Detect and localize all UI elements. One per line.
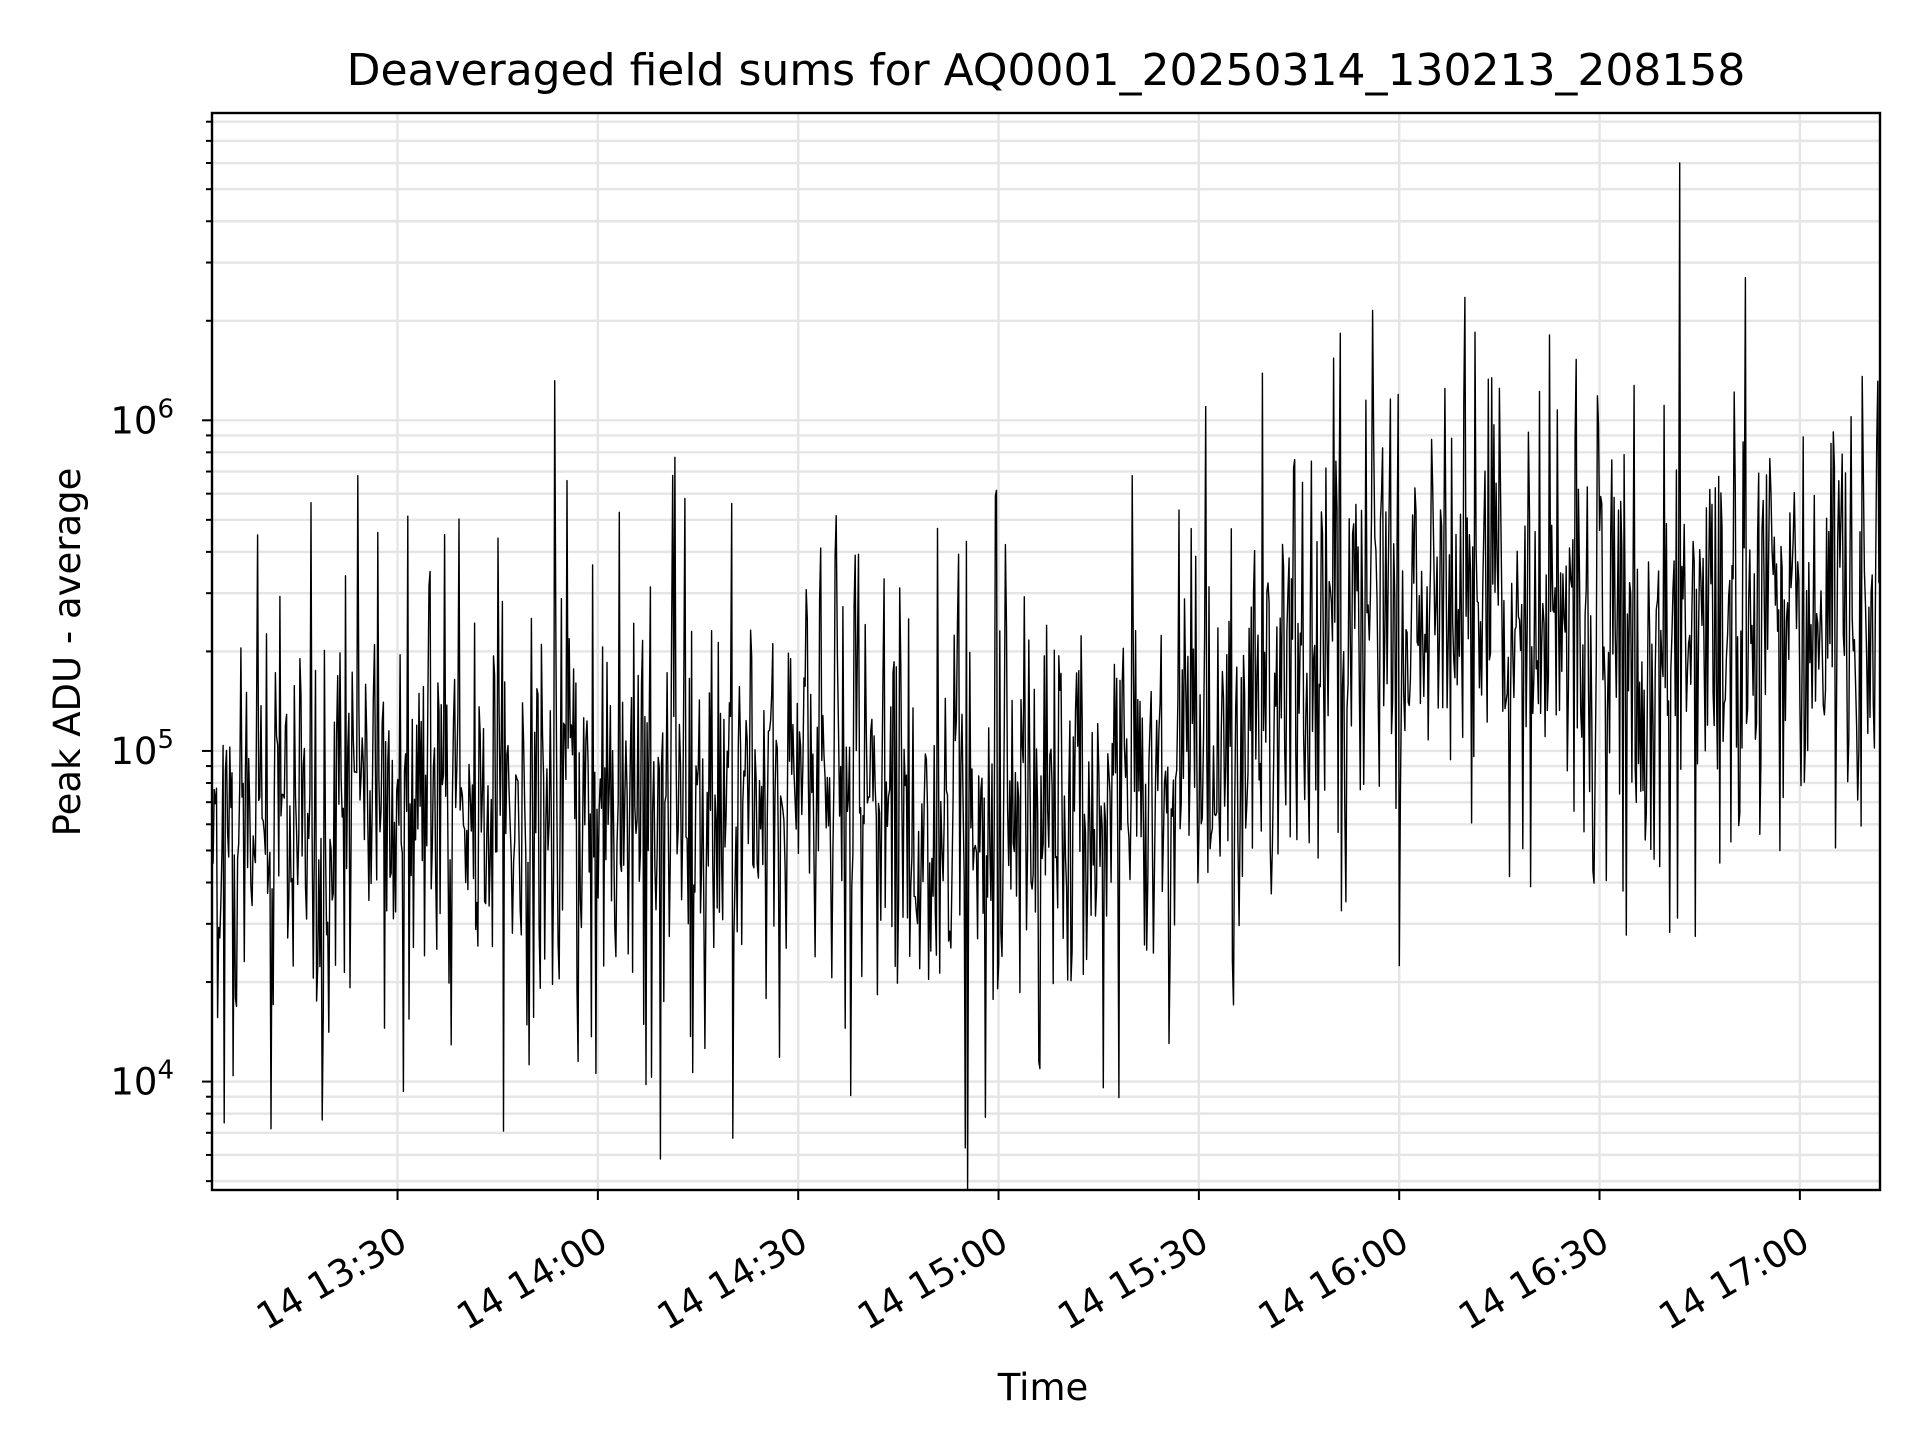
y-tick-base: 10 bbox=[110, 399, 157, 442]
x-tick-label: 14 16:30 bbox=[1451, 1219, 1616, 1339]
x-tick-label: 14 14:00 bbox=[450, 1219, 615, 1339]
x-axis-label: Time bbox=[997, 1366, 1089, 1409]
chart-title: Deaveraged field sums for AQ0001_2025031… bbox=[347, 45, 1746, 96]
x-tick-label: 14 14:30 bbox=[650, 1219, 815, 1339]
y-tick-label: 105 bbox=[110, 725, 174, 773]
x-tick-label: 14 15:30 bbox=[1051, 1219, 1216, 1339]
y-axis-label: Peak ADU - average bbox=[46, 468, 89, 837]
x-tick-label: 14 13:30 bbox=[249, 1219, 414, 1339]
y-tick-base: 10 bbox=[110, 730, 157, 773]
x-tick-label: 14 16:00 bbox=[1251, 1219, 1416, 1339]
x-tick-label: 14 17:00 bbox=[1652, 1219, 1817, 1339]
series-line bbox=[211, 162, 1881, 1191]
y-tick-exponent: 4 bbox=[157, 1056, 174, 1086]
y-tick-base: 10 bbox=[110, 1061, 157, 1104]
x-tick-label: 14 15:00 bbox=[850, 1219, 1015, 1339]
y-tick-exponent: 5 bbox=[157, 725, 174, 755]
series-layer bbox=[211, 162, 1881, 1191]
y-tick-exponent: 6 bbox=[157, 394, 174, 424]
y-tick-label: 106 bbox=[110, 394, 174, 442]
y-tick-label: 104 bbox=[110, 1056, 174, 1104]
